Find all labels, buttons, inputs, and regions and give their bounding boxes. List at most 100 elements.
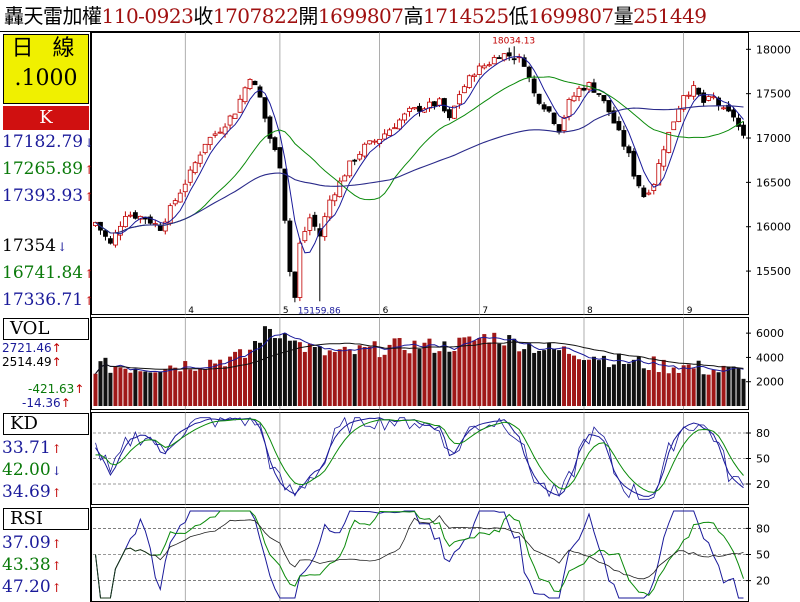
- kd-tick-label: 20: [756, 478, 770, 491]
- candle-body: [476, 65, 482, 75]
- volume-bar: [327, 350, 332, 406]
- candle-body: [277, 147, 283, 169]
- candle-body: [103, 230, 108, 237]
- candle-body: [696, 87, 702, 95]
- month-label-8: 8: [587, 306, 593, 316]
- candle-body: [706, 96, 712, 101]
- volume-bar: [357, 345, 362, 406]
- price-tick-label: 16500: [756, 176, 791, 189]
- candle-body: [536, 93, 542, 104]
- volume-bar: [233, 351, 238, 406]
- volume-bar: [143, 371, 148, 406]
- volume-bar: [203, 368, 208, 406]
- candle-body: [676, 108, 682, 122]
- volume-bar: [557, 350, 562, 406]
- volume-bar: [103, 357, 108, 406]
- volume-bar: [567, 353, 572, 406]
- candle-body: [332, 194, 338, 202]
- kd-arrow-2: ↓: [51, 464, 62, 478]
- rsi-tick-label: 50: [756, 549, 770, 562]
- volume-bar: [98, 361, 103, 406]
- candle-body: [192, 162, 198, 174]
- candle-body: [322, 216, 328, 238]
- scale-value: .1000: [14, 66, 78, 91]
- volume-bar: [691, 368, 696, 406]
- volume-bar: [317, 346, 322, 406]
- volume-bar: [178, 371, 183, 406]
- kd-arrow-3: ↑: [51, 486, 62, 500]
- ma-value-6: 17336.71↑: [2, 290, 95, 310]
- price-tick-label: 17000: [756, 132, 791, 145]
- candle-body: [621, 130, 627, 147]
- volume-bar: [611, 364, 616, 406]
- volume-bar: [282, 333, 287, 406]
- volume-bar: [666, 373, 671, 406]
- price-panel-frame: [91, 32, 749, 315]
- candle-body: [701, 92, 707, 103]
- volume-label: 量: [613, 4, 634, 28]
- candle-body: [172, 200, 178, 205]
- volume-tick-label: 2000: [756, 376, 784, 389]
- candle-body: [581, 87, 587, 91]
- candle-body: [297, 242, 303, 298]
- volume-bar: [527, 343, 532, 406]
- volume-bar: [482, 334, 487, 406]
- volume-bar: [422, 342, 427, 406]
- candle-body: [292, 271, 298, 298]
- vol-arrow-1: ↑: [51, 341, 62, 355]
- rsi-label[interactable]: RSI: [3, 508, 89, 530]
- volume-bar: [262, 326, 267, 406]
- volume-bar: [621, 363, 626, 406]
- vol-label[interactable]: VOL: [3, 318, 89, 340]
- rsi-tick-label: 80: [756, 522, 770, 535]
- candle-body: [317, 228, 323, 237]
- volume-bar: [322, 355, 327, 406]
- candle-body: [661, 149, 667, 167]
- volume-bar: [686, 364, 691, 406]
- volume-bar: [267, 328, 272, 406]
- candle-body: [646, 192, 652, 195]
- volume-bar: [616, 353, 621, 406]
- volume-bar: [591, 356, 596, 406]
- candle-body: [372, 140, 378, 143]
- volume-bar: [302, 351, 307, 406]
- volume-bar: [243, 357, 248, 406]
- candle-body: [611, 110, 617, 124]
- candle-body: [447, 109, 452, 119]
- rsi-tick-label: 20: [756, 575, 770, 588]
- volume-bar: [562, 346, 567, 406]
- candle-body: [641, 187, 647, 198]
- rsi-short-line: [95, 510, 744, 599]
- candle-body: [691, 85, 697, 97]
- volume-bar: [228, 356, 233, 406]
- volume-value: 251449: [633, 4, 707, 28]
- candle-body: [237, 98, 243, 113]
- volume-bar: [472, 340, 477, 406]
- rsi-arrow-3: ↑: [51, 581, 62, 595]
- volume-bar: [462, 337, 467, 406]
- candle-body: [432, 101, 437, 107]
- ma-mid-line: [95, 76, 744, 234]
- volume-tick-label: 4000: [756, 351, 784, 364]
- volume-bar: [138, 371, 143, 406]
- k-label[interactable]: K: [3, 106, 89, 130]
- volume-bar: [392, 338, 397, 406]
- kd-label[interactable]: KD: [3, 413, 89, 435]
- volume-bar: [572, 355, 577, 406]
- candle-body: [222, 126, 228, 135]
- candle-body: [606, 100, 612, 113]
- volume-bar: [716, 372, 721, 406]
- candle-body: [551, 112, 557, 125]
- ma-value-1: 17182.79↓: [2, 132, 95, 152]
- volume-bar: [547, 342, 552, 406]
- ma-value-3: 17393.93↑: [2, 186, 95, 206]
- ma-arrow-4: ↓: [57, 240, 68, 254]
- candle-body: [113, 232, 118, 246]
- candle-body: [123, 216, 128, 228]
- volume-bar: [183, 361, 188, 406]
- rsi-value-3: 47.20↑: [2, 577, 62, 597]
- period-label: 日 線: [11, 36, 81, 61]
- candle-body: [127, 214, 133, 217]
- volume-bar: [651, 356, 656, 406]
- candle-body: [461, 86, 467, 94]
